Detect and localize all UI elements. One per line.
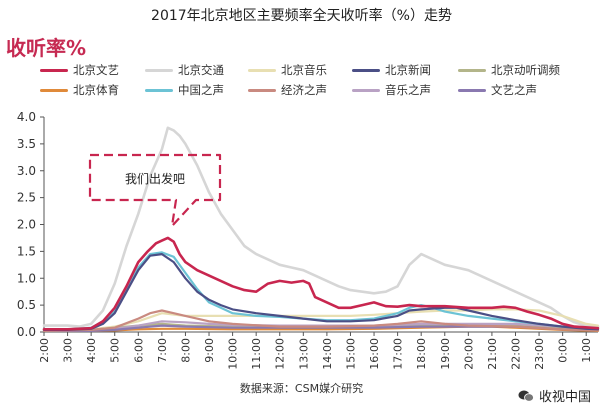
- y-tick-label: 2.0: [17, 218, 36, 232]
- series-line-2: [42, 126, 600, 328]
- legend-swatch: [145, 68, 173, 72]
- legend-item: 北京文艺: [40, 62, 119, 78]
- watermark: 收视中国: [518, 386, 591, 405]
- x-tick-label: 19:00: [439, 338, 452, 370]
- watermark-text: 收视中国: [538, 390, 591, 405]
- y-tick-label: 0.5: [17, 298, 36, 312]
- legend-item: 文艺之声: [458, 82, 537, 98]
- legend-label: 音乐之声: [385, 83, 431, 97]
- legend-label: 中国之声: [178, 83, 224, 97]
- x-tick-label: 5:00: [109, 338, 122, 363]
- x-tick-label: 23:00: [533, 338, 546, 370]
- y-tick-label: 3.5: [17, 137, 36, 151]
- series-line-8: [42, 309, 600, 332]
- legend-item: 经济之声: [248, 82, 327, 98]
- x-tick-label: 18:00: [415, 338, 428, 370]
- legend-label: 北京动听调频: [491, 63, 560, 77]
- x-tick-label: 15:00: [344, 338, 357, 370]
- legend-item: 北京体育: [40, 82, 119, 98]
- x-tick-label: 7:00: [156, 338, 169, 363]
- x-tick-label: 0:00: [557, 338, 570, 363]
- series-line-1: [42, 236, 600, 331]
- y-tick-label: 1.0: [17, 271, 36, 285]
- x-tick-label: 16:00: [368, 338, 381, 370]
- y-tick-label: 1.5: [17, 244, 36, 258]
- legend-label: 北京新闻: [385, 63, 431, 77]
- chart-title: 2017年北京地区主要频率全天收听率（%）走势: [151, 8, 452, 24]
- x-tick-label: 9:00: [203, 338, 216, 363]
- legend-item: 北京动听调频: [458, 62, 560, 78]
- legend-item: 北京交通: [145, 62, 224, 78]
- x-tick-label: 2:00: [38, 338, 51, 363]
- series-line-4: [42, 253, 600, 331]
- x-tick-label: 3:00: [62, 338, 75, 363]
- legend-label: 北京音乐: [281, 63, 327, 77]
- y-tick-label: 4.0: [17, 110, 36, 124]
- legend-item: 音乐之声: [352, 82, 431, 98]
- y-tick-label: 0.0: [17, 325, 36, 339]
- legend-label: 北京体育: [73, 83, 119, 97]
- legend-item: 北京音乐: [248, 62, 327, 78]
- legend-swatch: [145, 88, 173, 92]
- legend-label: 北京文艺: [73, 63, 119, 77]
- legend-item: 北京新闻: [352, 62, 431, 78]
- x-tick-label: 17:00: [392, 338, 405, 370]
- x-tick-label: 10:00: [227, 338, 240, 370]
- legend-swatch: [458, 68, 486, 72]
- x-tick-label: 13:00: [297, 338, 310, 370]
- x-tick-label: 22:00: [509, 338, 522, 370]
- x-tick-label: 12:00: [274, 338, 287, 370]
- legend-label: 北京交通: [178, 63, 224, 77]
- x-tick-label: 20:00: [462, 338, 475, 370]
- annotation-callout: [88, 153, 222, 228]
- annotation-text: 我们出发吧: [125, 171, 185, 186]
- x-tick-label: 21:00: [486, 338, 499, 370]
- legend-swatch: [248, 68, 276, 72]
- wechat-icon: [518, 389, 534, 403]
- legend-swatch: [458, 88, 486, 92]
- x-tick-label: 14:00: [321, 338, 334, 370]
- legend-item: 中国之声: [145, 82, 224, 98]
- x-tick-label: 6:00: [132, 338, 145, 363]
- legend-swatch: [248, 88, 276, 92]
- x-tick-label: 1:00: [580, 338, 593, 363]
- legend-swatch: [40, 88, 68, 92]
- y-tick-label: 3.0: [17, 164, 36, 178]
- x-tick-label: 4:00: [85, 338, 98, 363]
- legend-label: 文艺之声: [491, 83, 537, 97]
- y-tick-label: 2.5: [17, 191, 36, 205]
- x-tick-label: 11:00: [250, 338, 263, 370]
- legend-label: 经济之声: [281, 83, 327, 97]
- y-unit-label: 收听率%: [6, 36, 87, 60]
- data-source: 数据来源：CSM媒介研究: [239, 382, 364, 395]
- x-tick-label: 8:00: [179, 338, 192, 363]
- legend-swatch: [352, 68, 380, 72]
- legend-swatch: [352, 88, 380, 92]
- legend-swatch: [40, 68, 68, 72]
